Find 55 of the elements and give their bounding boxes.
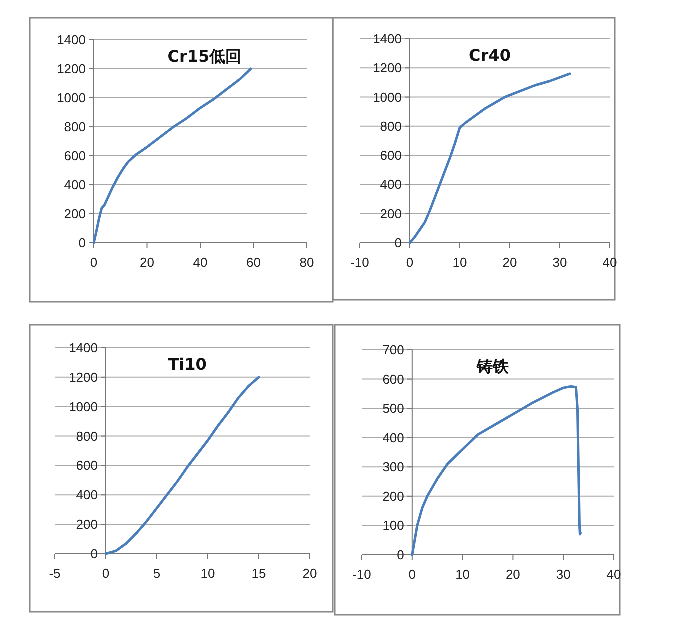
x-tick-label: -10 [352, 567, 372, 582]
y-tick-label: 600 [380, 148, 402, 164]
x-tick-label: 80 [300, 255, 314, 270]
y-tick-label: 0 [78, 236, 86, 250]
x-tick-label: -5 [49, 566, 61, 581]
y-tick-label: 600 [64, 148, 86, 164]
y-tick-label: 200 [64, 206, 86, 222]
y-tick-label: 1200 [57, 62, 86, 76]
y-tick-label: 500 [382, 401, 404, 416]
x-tick-label: 5 [153, 566, 161, 581]
x-tick-label: 0 [406, 255, 414, 270]
y-tick-label: 300 [382, 460, 404, 475]
y-tick-label: 400 [382, 430, 404, 446]
y-tick-label: 800 [64, 120, 86, 134]
y-tick-label: 800 [380, 118, 402, 134]
x-tick-label: 40 [606, 567, 622, 582]
y-tick-label: 1400 [373, 32, 402, 46]
x-tick-label: -10 [350, 255, 370, 270]
y-tick-label: 400 [76, 488, 98, 503]
text: Ti10 [168, 355, 207, 374]
y-tick-label: 200 [380, 206, 402, 222]
y-tick-label: 1200 [373, 60, 402, 76]
y-tick-label: 600 [382, 372, 404, 387]
x-tick-label: 20 [140, 255, 154, 270]
y-tick-label: 1000 [57, 90, 86, 106]
x-tick-label: 10 [456, 567, 470, 582]
y-tick-label: 1000 [373, 90, 402, 105]
y-tick-label: 800 [76, 428, 98, 444]
y-tick-label: 700 [382, 342, 404, 358]
text: Cr40 [469, 46, 511, 65]
y-tick-label: 1000 [69, 399, 98, 414]
x-tick-label: 15 [252, 566, 266, 581]
x-tick-label: 20 [302, 566, 318, 581]
x-tick-label: 0 [102, 566, 110, 581]
x-tick-label: 10 [200, 566, 216, 581]
x-tick-label: 10 [452, 255, 468, 270]
x-tick-label: 40 [193, 255, 208, 270]
x-tick-label: 30 [556, 567, 571, 582]
x-tick-label: 30 [552, 255, 568, 270]
x-tick-label: 20 [502, 255, 518, 270]
text: Cr15低回 [168, 47, 242, 66]
x-tick-label: 20 [506, 567, 520, 582]
y-tick-label: 400 [380, 177, 402, 192]
x-tick-label: 0 [408, 567, 416, 582]
x-tick-label: 40 [602, 255, 618, 270]
y-tick-label: 1400 [69, 340, 98, 356]
text: 铸铁 [476, 357, 510, 376]
x-tick-label: 60 [246, 255, 261, 270]
y-tick-label: 400 [64, 178, 86, 192]
y-tick-label: 100 [382, 518, 404, 534]
y-tick-label: 200 [382, 488, 404, 504]
y-tick-label: 1200 [69, 370, 98, 385]
y-tick-label: 600 [76, 458, 98, 474]
y-tick-label: 200 [76, 517, 98, 532]
y-tick-label: 1400 [57, 32, 86, 48]
